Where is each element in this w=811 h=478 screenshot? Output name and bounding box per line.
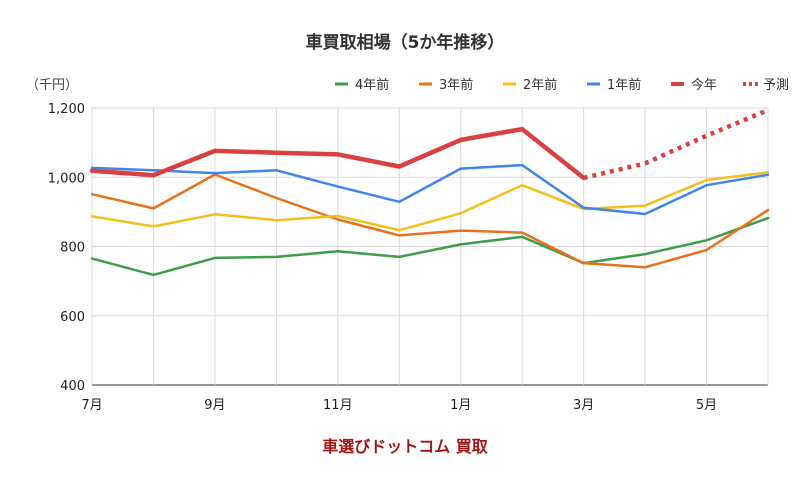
y-tick-label: 400 [60,379,85,394]
series-line-6 [583,108,769,181]
legend-label-1: 4年前 [355,77,389,93]
series-line-3 [90,171,770,232]
y-tick-label: 800 [60,241,85,256]
x-tick-label: 7月 [81,398,102,413]
y-axis-ticks: 400 600 800 1,000 1,200 [48,102,85,394]
series-line-5 [89,126,586,181]
series-line-1 [90,216,770,277]
y-axis-unit-label: （千円） [26,78,78,93]
legend-label-6: 予測 [763,78,789,93]
y-tick-label: 600 [60,310,85,325]
legend-label-5: 今年 [691,77,717,93]
legend: 4年前 3年前 2年前 1年前 今年 予測 [335,77,789,93]
series-lines [89,108,770,277]
series-line-4 [90,163,770,216]
x-tick-label: 5月 [696,398,717,413]
legend-label-2: 3年前 [439,77,473,93]
gridlines [91,107,769,386]
x-tick-label: 11月 [323,398,353,413]
footer-brand-label: 車選びドットコム 買取 [322,437,488,456]
legend-label-4: 1年前 [607,77,641,93]
x-axis-ticks: 7月 9月 11月 1月 3月 5月 [81,398,717,413]
x-tick-label: 1月 [450,398,471,413]
chart-title: 車買取相場（5か年推移） [306,32,505,53]
legend-label-3: 2年前 [523,77,557,93]
x-tick-label: 3月 [573,398,594,413]
y-tick-label: 1,200 [48,102,85,117]
series-line-2 [90,173,770,269]
x-tick-label: 9月 [204,398,225,413]
y-tick-label: 1,000 [48,171,85,186]
